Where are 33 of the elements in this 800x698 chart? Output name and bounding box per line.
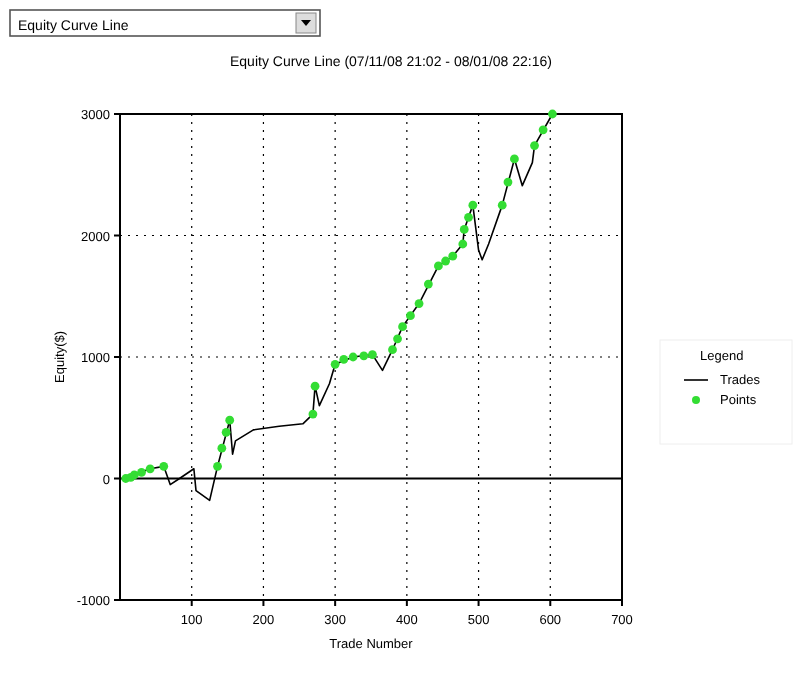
point — [448, 251, 458, 261]
point — [459, 225, 469, 234]
point — [217, 443, 227, 453]
point — [348, 352, 358, 362]
point — [441, 256, 450, 266]
point — [159, 461, 169, 471]
point — [434, 261, 443, 271]
point — [308, 409, 318, 419]
point — [339, 355, 349, 364]
point — [503, 177, 513, 187]
point — [458, 239, 468, 249]
point — [368, 350, 377, 359]
point — [221, 427, 231, 437]
point — [423, 279, 433, 289]
point — [359, 351, 369, 361]
point — [213, 461, 222, 471]
point — [510, 154, 519, 164]
point — [145, 464, 155, 474]
point — [398, 322, 407, 332]
point — [310, 381, 320, 391]
point — [497, 200, 507, 210]
point — [414, 299, 424, 308]
point — [548, 109, 557, 119]
point — [225, 415, 235, 425]
point — [388, 345, 397, 355]
point — [530, 141, 539, 150]
point — [406, 311, 415, 321]
point — [538, 125, 548, 135]
point — [464, 212, 473, 222]
point — [468, 200, 478, 210]
point — [137, 468, 146, 477]
point — [393, 334, 402, 344]
point — [330, 359, 340, 369]
